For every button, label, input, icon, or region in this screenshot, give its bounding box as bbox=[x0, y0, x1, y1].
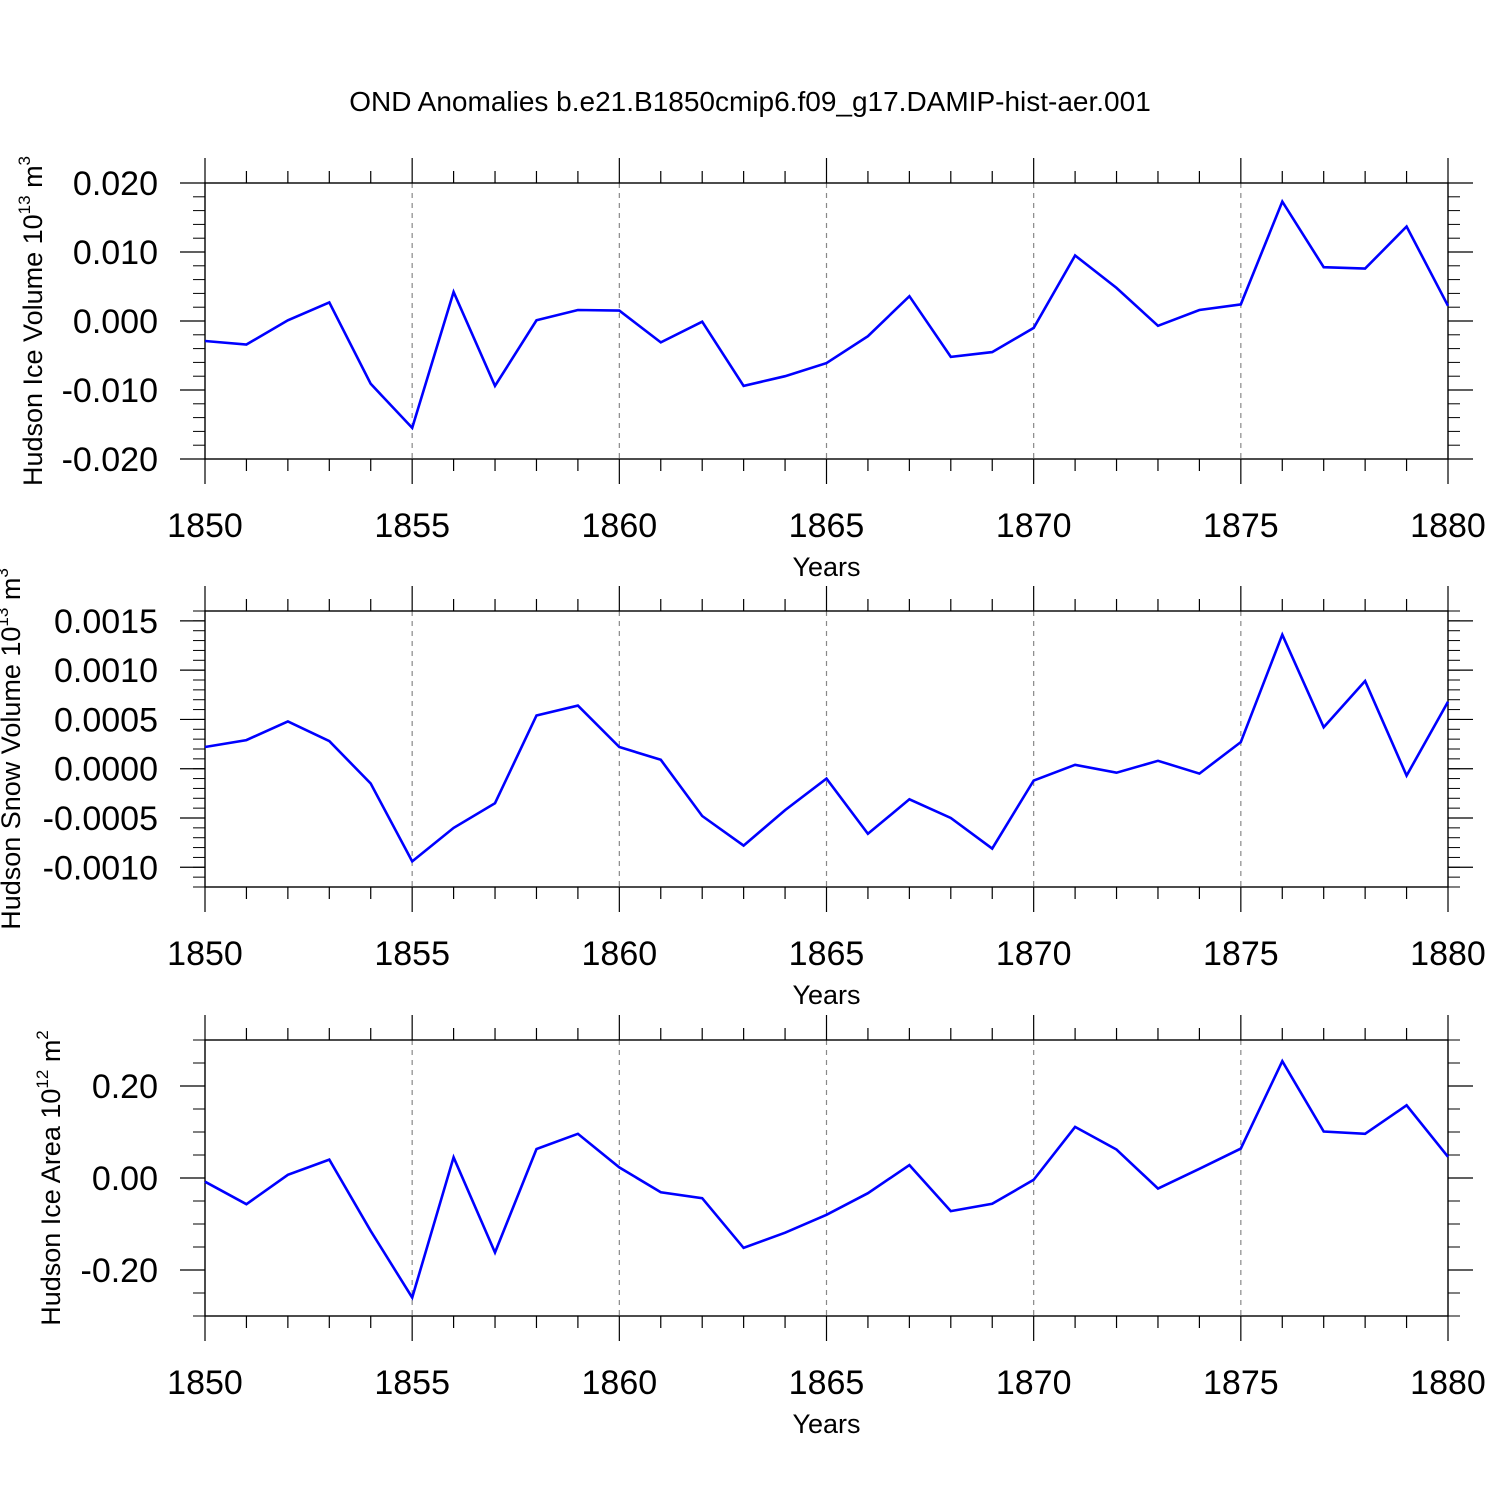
x-tick-label: 1865 bbox=[789, 1364, 865, 1402]
x-tick-label: 1850 bbox=[167, 507, 243, 545]
x-tick-label: 1875 bbox=[1203, 507, 1279, 545]
y-tick-label: 0.0015 bbox=[54, 603, 158, 641]
series-line-snow-volume bbox=[204, 631, 1450, 864]
x-tick-label: 1880 bbox=[1410, 935, 1486, 973]
series-line-ice-area bbox=[204, 1058, 1450, 1301]
x-tick-label: 1875 bbox=[1203, 1364, 1279, 1402]
figure-title: OND Anomalies b.e21.B1850cmip6.f09_g17.D… bbox=[349, 86, 1151, 117]
y-tick-label: -0.20 bbox=[81, 1252, 159, 1290]
x-tick-label: 1880 bbox=[1410, 1364, 1486, 1402]
y-tick-label: 0.0000 bbox=[54, 751, 158, 789]
y-axis-label: Hudson Ice Volume 1013 m3 bbox=[15, 156, 48, 486]
y-tick-label: -0.0010 bbox=[43, 849, 158, 887]
x-tick-label: 1865 bbox=[789, 935, 865, 973]
x-tick-label: 1880 bbox=[1410, 507, 1486, 545]
y-tick-label: -0.0005 bbox=[43, 800, 158, 838]
x-axis-label: Years bbox=[792, 980, 860, 1010]
x-tick-label: 1860 bbox=[582, 935, 658, 973]
panel-ice-volume: -0.020 -0.010 0.000 0.010 0.020 1850 1855 1860 1… bbox=[15, 156, 1486, 582]
y-tick-label: -0.010 bbox=[62, 372, 158, 410]
y-tick-label: 0.000 bbox=[73, 303, 158, 341]
x-axis-label: Years bbox=[792, 552, 860, 582]
x-tick-label: 1870 bbox=[996, 507, 1072, 545]
y-tick-label: 0.020 bbox=[73, 165, 158, 203]
x-tick-label: 1855 bbox=[374, 1364, 450, 1402]
y-tick-label: 0.010 bbox=[73, 234, 158, 272]
panel-ice-area: -0.20 0.00 0.20 1850 1855 1860 1865 1870 1875 188… bbox=[33, 1015, 1486, 1439]
y-tick-label: 0.0010 bbox=[54, 652, 158, 690]
x-tick-label: 1850 bbox=[167, 1364, 243, 1402]
x-tick-label: 1860 bbox=[582, 507, 658, 545]
x-tick-label: 1860 bbox=[582, 1364, 658, 1402]
panels: -0.020 -0.010 0.000 0.010 0.020 1850 1855 1860 1… bbox=[0, 156, 1486, 1439]
panel-snow-volume: -0.0010 -0.0005 0.0000 0.0005 0.0010 0.0015 18… bbox=[0, 568, 1486, 1010]
x-tick-label: 1865 bbox=[789, 507, 865, 545]
x-tick-label: 1870 bbox=[996, 1364, 1072, 1402]
y-tick-label: 0.0005 bbox=[54, 701, 158, 739]
x-tick-label: 1870 bbox=[996, 935, 1072, 973]
y-axis-label: Hudson Snow Volume 1013 m3 bbox=[0, 568, 26, 930]
x-tick-label: 1850 bbox=[167, 935, 243, 973]
y-tick-label: -0.020 bbox=[62, 441, 158, 479]
y-axis-label: Hudson Ice Area 1012 m2 bbox=[33, 1030, 66, 1326]
x-tick-label: 1875 bbox=[1203, 935, 1279, 973]
x-tick-label: 1855 bbox=[374, 507, 450, 545]
x-tick-label: 1855 bbox=[374, 935, 450, 973]
y-tick-label: 0.00 bbox=[92, 1160, 158, 1198]
x-axis-label: Years bbox=[792, 1409, 860, 1439]
series-line-ice-volume bbox=[204, 198, 1450, 431]
y-tick-label: 0.20 bbox=[92, 1068, 158, 1106]
